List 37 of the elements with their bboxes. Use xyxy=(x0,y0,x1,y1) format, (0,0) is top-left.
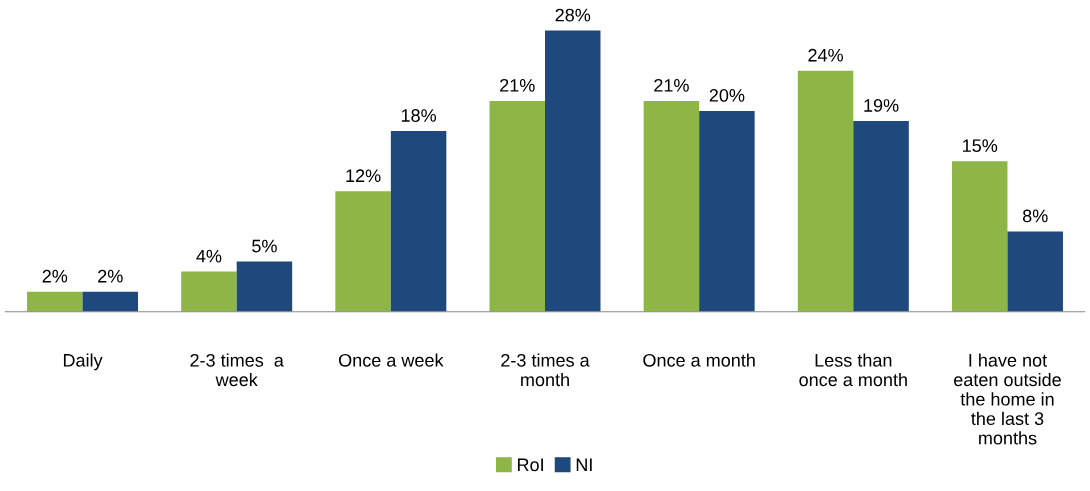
data-label: 2% xyxy=(42,269,68,283)
data-label: 24% xyxy=(808,48,843,62)
bar xyxy=(853,120,909,312)
data-label: 8% xyxy=(1022,209,1048,223)
x-tick-label: Less than once a month xyxy=(799,353,907,387)
data-label: 4% xyxy=(196,249,222,263)
legend-label: RoI xyxy=(517,458,543,472)
bar xyxy=(236,261,293,312)
bar xyxy=(951,161,1008,312)
data-label: 5% xyxy=(252,239,277,253)
bar xyxy=(797,70,854,312)
x-tick-label: I have not eaten outside the home in the last 3 months xyxy=(954,353,1061,445)
data-label: 20% xyxy=(709,89,745,102)
x-tick-label: Once a month xyxy=(643,353,755,367)
bar xyxy=(489,100,545,312)
bar xyxy=(643,100,700,312)
bar xyxy=(335,191,391,312)
x-tick-label: Daily xyxy=(63,353,103,371)
data-label: 21% xyxy=(654,78,689,92)
data-label: 18% xyxy=(401,109,437,122)
data-label: 15% xyxy=(963,139,998,153)
data-label: 2% xyxy=(98,269,123,283)
data-label: 12% xyxy=(346,169,381,183)
bar xyxy=(699,110,755,312)
x-tick-label: 2-3 times a week xyxy=(190,353,284,387)
bar xyxy=(27,291,83,312)
x-tick-label: 2-3 times a month xyxy=(501,353,590,387)
bar xyxy=(1007,231,1063,312)
x-tick-label: Once a week xyxy=(339,353,444,367)
data-label: 21% xyxy=(500,78,535,92)
data-label: 28% xyxy=(555,8,591,22)
bar xyxy=(390,131,447,312)
data-label: 19% xyxy=(864,99,899,112)
bar xyxy=(545,30,601,312)
bar xyxy=(82,291,139,312)
legend-label: NI xyxy=(576,458,592,471)
bar xyxy=(181,271,237,312)
